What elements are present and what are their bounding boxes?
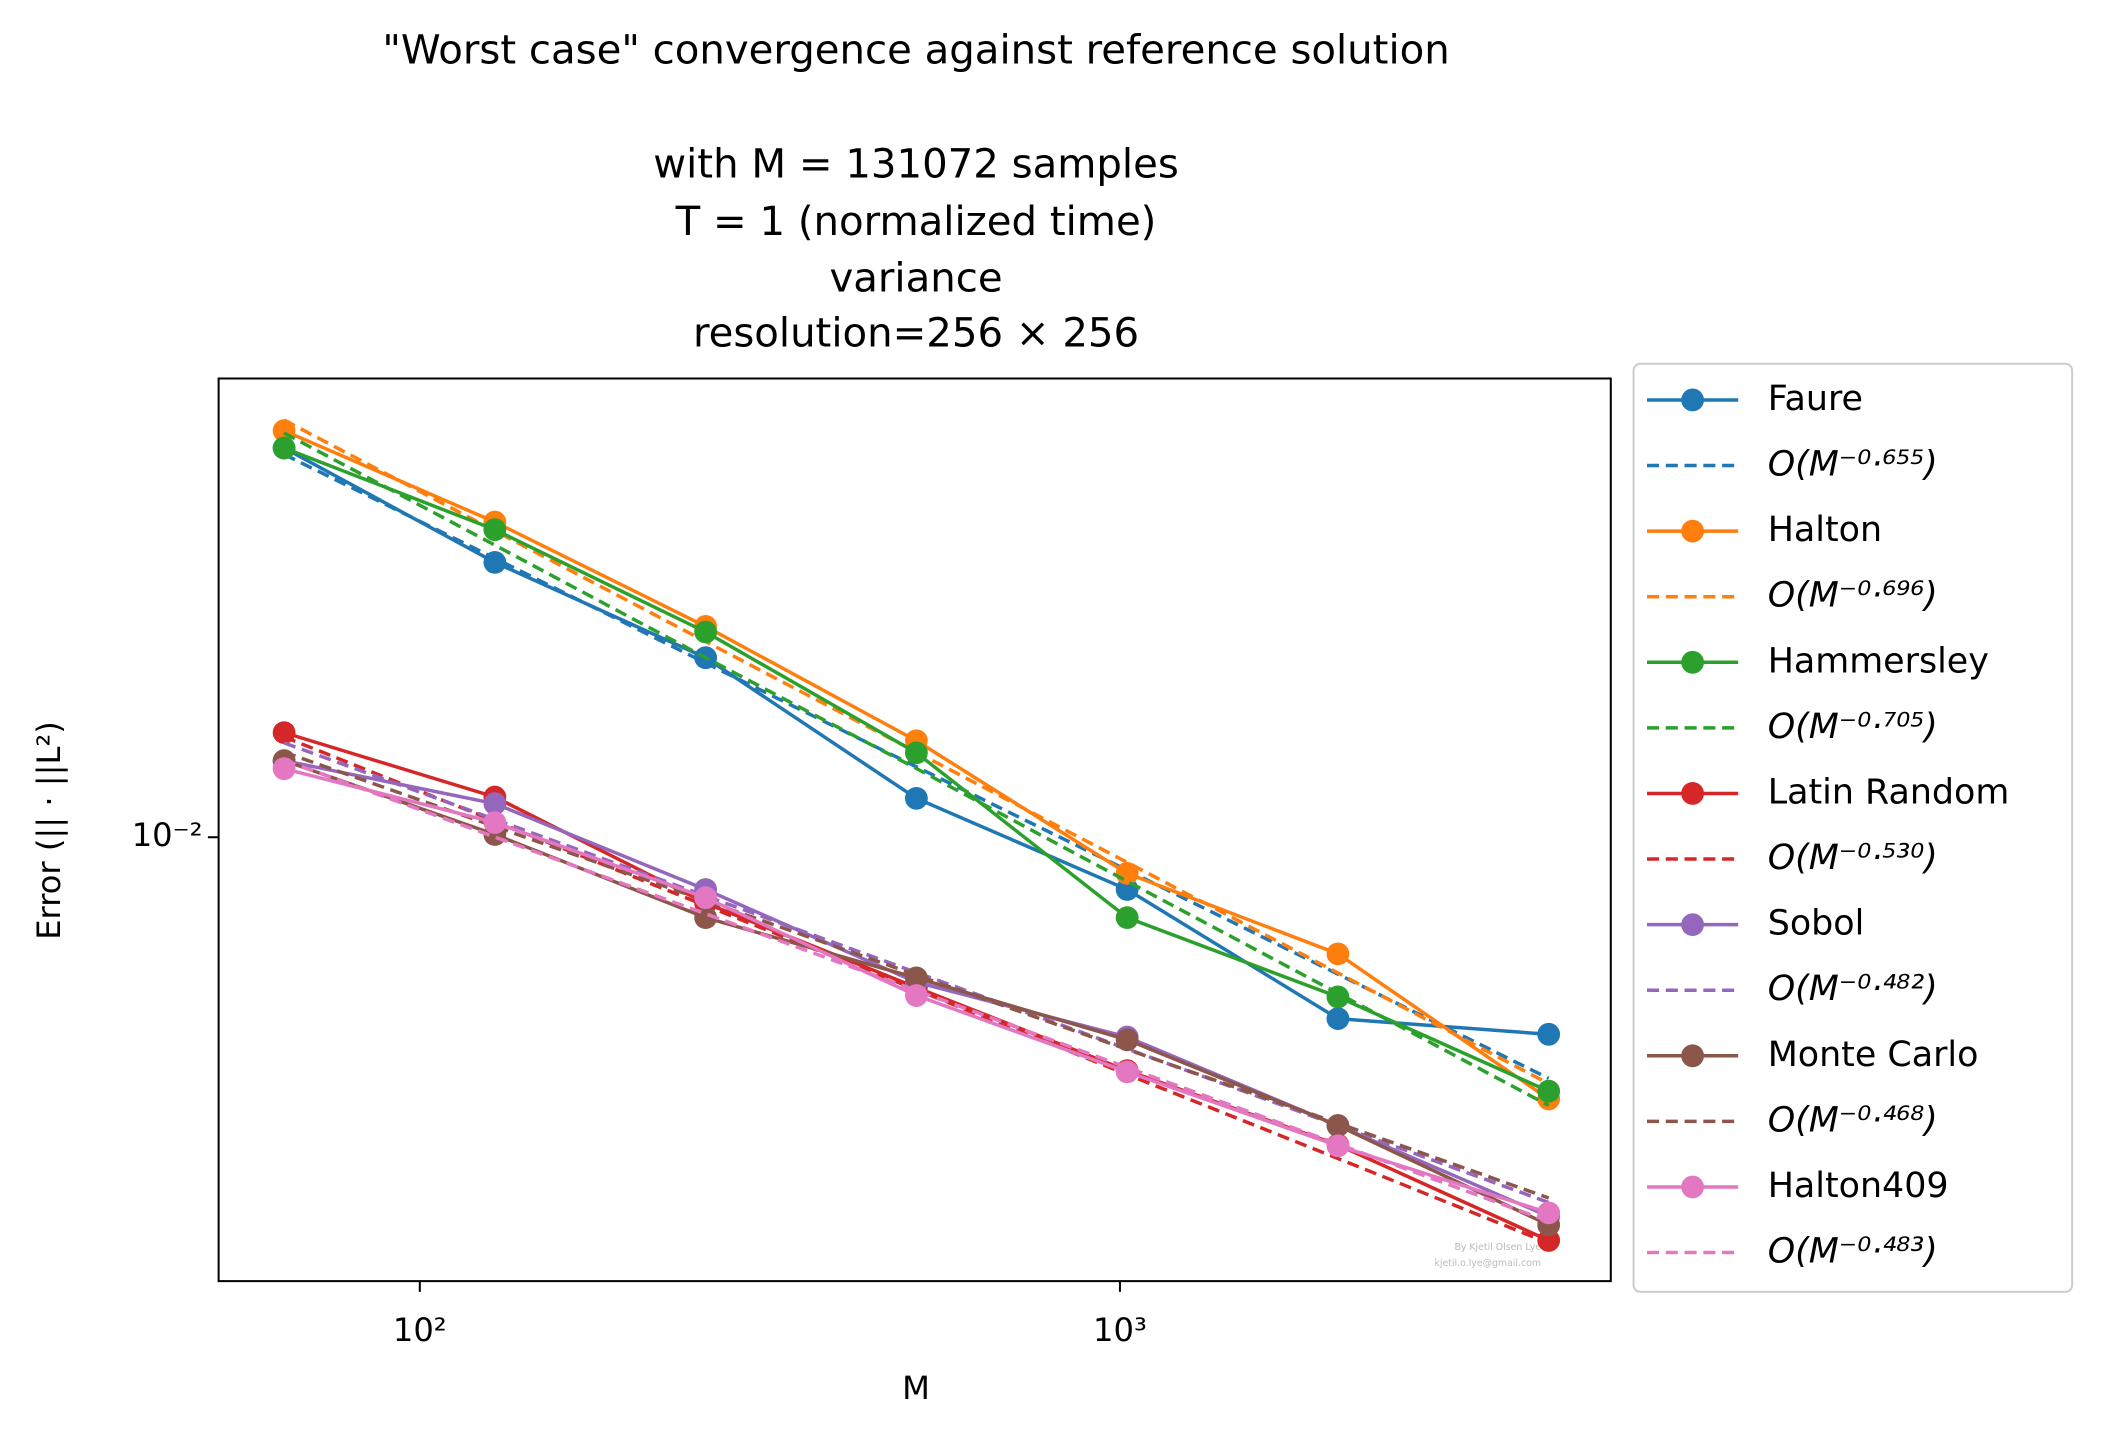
legend-marker: [1681, 1175, 1704, 1199]
data-point: [272, 436, 296, 460]
legend-marker: [1681, 913, 1704, 937]
legend-marker: [1681, 388, 1704, 412]
legend-label: Hammersley: [1768, 641, 1989, 681]
legend-label: Sobol: [1768, 904, 1865, 944]
legend-label: O(M⁻⁰·⁷⁰⁵): [1768, 707, 1938, 747]
y-axis-label: Error (|| · ||L²): [30, 721, 68, 940]
data-point: [1326, 1114, 1350, 1137]
chart-subtitle: T = 1 (normalized time): [675, 199, 1157, 245]
legend-label: O(M⁻⁰·⁶⁹⁶): [1768, 576, 1938, 616]
chart-title: "Worst case" convergence against referen…: [382, 28, 1449, 74]
series-line: [283, 431, 1550, 1108]
data-point: [904, 786, 928, 810]
data-point: [1115, 906, 1139, 930]
legend-box: [1632, 362, 2074, 1293]
data-point: [483, 518, 507, 542]
legend-label: Faure: [1768, 379, 1863, 419]
data-point: [694, 886, 718, 910]
legend-label: O(M⁻⁰·⁶⁵⁵): [1768, 445, 1938, 485]
chart-subtitle: variance: [829, 256, 1002, 302]
legend-label: Monte Carlo: [1768, 1035, 1979, 1075]
legend-marker: [1681, 519, 1704, 543]
series-line: [283, 750, 1550, 1200]
chart-subtitle: with M = 131072 samples: [653, 142, 1179, 188]
data-point: [1326, 1134, 1350, 1158]
legend-marker: [1681, 782, 1704, 805]
x-tick-label: 10³: [1093, 1311, 1147, 1349]
legend-label: Latin Random: [1768, 772, 2010, 812]
data-point: [1326, 942, 1350, 966]
chart-subtitle: resolution=256 × 256: [693, 311, 1139, 357]
data-point: [1537, 1022, 1561, 1046]
data-point: [1537, 1079, 1561, 1103]
legend-label: Halton409: [1768, 1166, 1949, 1206]
y-tick-label: 10⁻²: [132, 816, 203, 854]
legend-marker: [1681, 1044, 1704, 1068]
x-axis-label: M: [902, 1369, 930, 1407]
data-point: [483, 811, 507, 834]
legend-label: O(M⁻⁰·⁵³⁰): [1768, 838, 1938, 878]
data-point: [1115, 1028, 1139, 1052]
plot-frame: [217, 377, 1612, 1283]
watermark: By Kjetil Olsen Lye: [1454, 1242, 1541, 1253]
data-point: [483, 792, 507, 816]
legend-label: O(M⁻⁰·⁴⁸³): [1768, 1232, 1938, 1272]
legend-label: O(M⁻⁰·⁴⁶⁸): [1768, 1100, 1938, 1140]
legend-marker: [1681, 650, 1704, 674]
watermark: kjetil.o.lye@gmail.com: [1434, 1258, 1541, 1269]
legend-label: Halton: [1768, 510, 1882, 550]
data-point: [904, 741, 928, 765]
data-point: [1326, 1007, 1350, 1031]
data-point: [1537, 1201, 1561, 1225]
x-tick-label: 10²: [393, 1311, 447, 1349]
data-point: [694, 620, 718, 644]
legend-label: O(M⁻⁰·⁴⁸²): [1768, 969, 1938, 1009]
